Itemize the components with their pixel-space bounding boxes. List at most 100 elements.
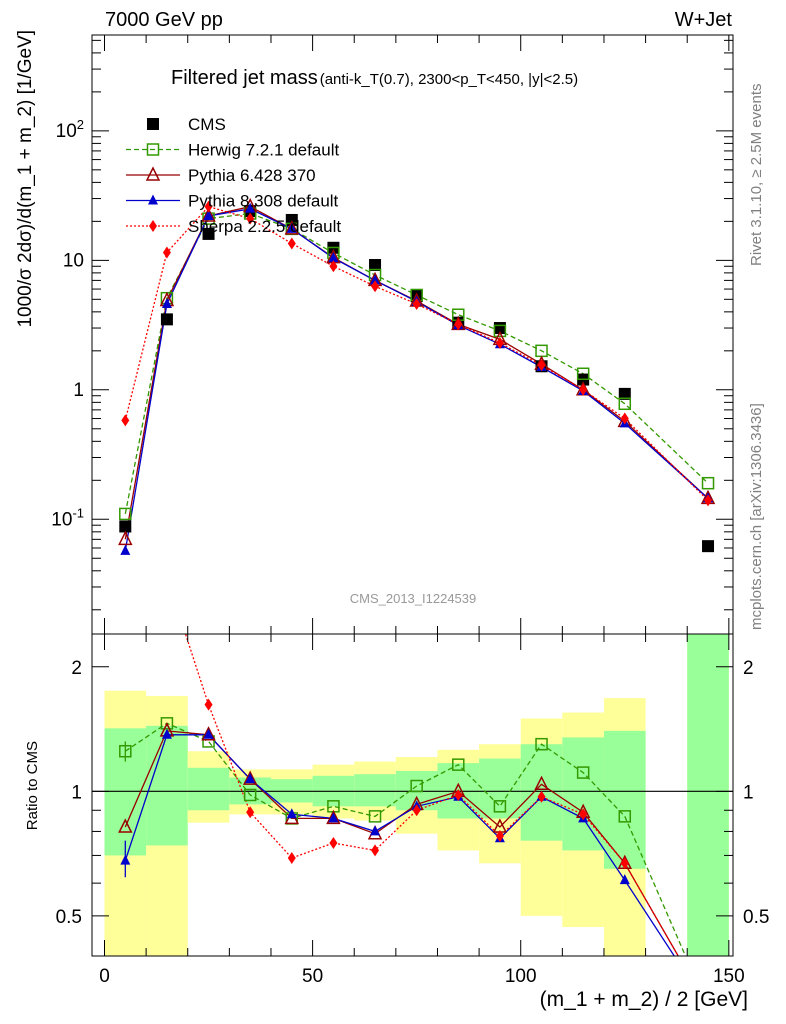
ratio-y-tick-label-right: 0.5 [743,907,769,928]
main-y-tick-label: 102 [56,117,84,142]
main-point-herwig-7-2-1-default [493,324,507,338]
main-point-pythia-8-308-default [203,209,214,220]
chart-title-main: Filtered jet mass [171,67,318,89]
ratio-point-sherpa-2-2-5-default [412,804,421,817]
ratio-y-tick-label-left: 2 [71,658,82,679]
header-left: 7000 GeV pp [105,9,223,31]
main-series-markers [118,197,716,555]
x-tick-label: 0 [99,966,110,987]
ratio-panel-frame [91,633,734,957]
ratio-point-herwig-7-2-1-default [410,779,423,793]
main-point-pythia-8-308-default [286,222,297,233]
ratio-point-pythia-8-308-default [161,728,172,739]
ratio-point-pythia-8-308-default [370,825,381,836]
ratio-uncertainty-bands [92,634,733,956]
ratio-point-pythia-6-428-370 [118,818,133,833]
main-point-sherpa-2-2-5-default [287,237,296,250]
legend-marker-sherpa-2-2-5-default [149,220,157,232]
main-point-sherpa-2-2-5-default [329,260,338,273]
ratio-point-herwig-7-2-1-default [243,788,257,802]
main-line-pythia-6-428-370 [124,205,709,540]
legend-marker-pythia-8-308-default [148,194,158,205]
main-series-lines [124,205,709,552]
ratio-point-sherpa-2-2-5-default [329,837,338,850]
ratio-point-pythia-8-308-default [619,874,630,885]
main-point-sherpa-2-2-5-default [454,318,463,331]
analysis-watermark: CMS_2013_I1224539 [350,591,477,606]
main-axes: 10-1 1 10 102 [51,35,733,634]
ratio-y-tick-label-right: 2 [743,658,754,679]
main-point-sherpa-2-2-5-default [121,414,130,427]
main-point-cms [119,520,132,533]
main-point-sherpa-2-2-5-default [204,200,213,213]
ratio-band-green [603,730,646,869]
ratio-band-green [146,725,188,846]
x-tick-label: 100 [505,966,537,987]
main-point-pythia-6-428-370 [118,530,133,546]
legend-label-sherpa-2-2-5-default: Sherpa 2.2.5 default [188,217,341,236]
ratio-series-markers [118,698,632,885]
ratio-point-sherpa-2-2-5-default [537,790,546,803]
chart-title-sub: (anti-k_T(0.7), 2300<p_T<450, |y|<2.5) [320,71,578,88]
chart-title: Filtered jet mass (anti-k_T(0.7), 2300<p_… [171,67,578,89]
main-point-herwig-7-2-1-default [701,476,715,490]
main-point-pythia-8-308-default [245,202,256,213]
main-line-sherpa-2-2-5-default [124,205,709,501]
ratio-point-herwig-7-2-1-default [368,810,382,823]
ratio-point-sherpa-2-2-5-default [620,857,629,870]
legend-marker-herwig-7-2-1-default [146,143,160,156]
main-point-pythia-6-428-370 [201,207,216,222]
ratio-point-pythia-8-308-default [286,808,297,819]
ratio-band-green [687,634,729,956]
main-y-tick-label: 10 [63,250,84,271]
main-point-sherpa-2-2-5-default [371,280,380,293]
legend-label-herwig-7-2-1-default: Herwig 7.2.1 default [188,141,339,160]
main-point-sherpa-2-2-5-default [412,297,421,310]
ratio-y-tick-label-left: 1 [71,782,82,803]
ratio-point-pythia-8-308-default [245,773,256,784]
ratio-point-pythia-8-308-default [203,728,214,739]
ratio-axes: 0.5 0.5 1 1 2 2 0 50 100 150 [56,634,769,987]
main-point-sherpa-2-2-5-default [495,336,504,349]
main-point-sherpa-2-2-5-default [246,212,255,225]
ratio-point-pythia-6-428-370 [534,775,549,791]
ratio-line-pythia-8-308-default [124,734,676,956]
legend-marker-cms [147,118,159,130]
ratio-line-sherpa-2-2-5-default [184,634,679,956]
ratio-band-green [187,767,230,811]
main-line-pythia-8-308-default [124,208,709,552]
ratio-point-herwig-7-2-1-default [576,766,590,779]
main-point-sherpa-2-2-5-default [579,383,588,396]
main-point-pythia-8-308-default [328,252,339,263]
main-point-herwig-7-2-1-default [576,367,590,381]
ratio-point-pythia-8-308-default [328,812,339,823]
legend-label-cms: CMS [188,115,226,134]
ratio-point-herwig-7-2-1-default [452,758,465,771]
ratio-point-sherpa-2-2-5-default [454,788,463,801]
ratio-band-green [479,758,521,819]
main-y-axis-title: 1000/σ 2dσ)/d(m_1 + m_2) [1/GeV] [15,30,36,328]
ratio-band-green [562,737,604,851]
header-right: W+Jet [675,9,733,31]
ratio-y-tick-label-right: 1 [743,782,754,803]
ratio-line-herwig-7-2-1-default [124,722,687,956]
main-point-pythia-8-308-default [120,544,131,555]
main-point-cms [618,387,631,400]
main-point-sherpa-2-2-5-default [162,246,171,259]
ratio-series-lines [124,634,687,956]
main-point-herwig-7-2-1-default [618,397,632,411]
main-point-cms [160,313,173,326]
legend: CMS Herwig 7.2.1 default Pythia 6.428 370 P… [126,115,341,236]
legend-marker-pythia-6-428-370 [145,166,161,181]
rivet-label: Rivet 3.1.10, ≥ 2.5M events [748,84,765,267]
legend-label-pythia-8-308-default: Pythia 8.308 default [188,192,339,211]
main-y-tick-label: 10-1 [51,505,84,530]
ratio-point-pythia-6-428-370 [242,770,258,785]
ratio-point-sherpa-2-2-5-default [287,852,296,865]
main-point-sherpa-2-2-5-default [704,494,713,507]
x-tick-label: 50 [302,966,323,987]
ratio-point-sherpa-2-2-5-default [204,698,213,711]
ratio-point-herwig-7-2-1-default [618,810,632,823]
ratio-band-green [354,774,396,807]
